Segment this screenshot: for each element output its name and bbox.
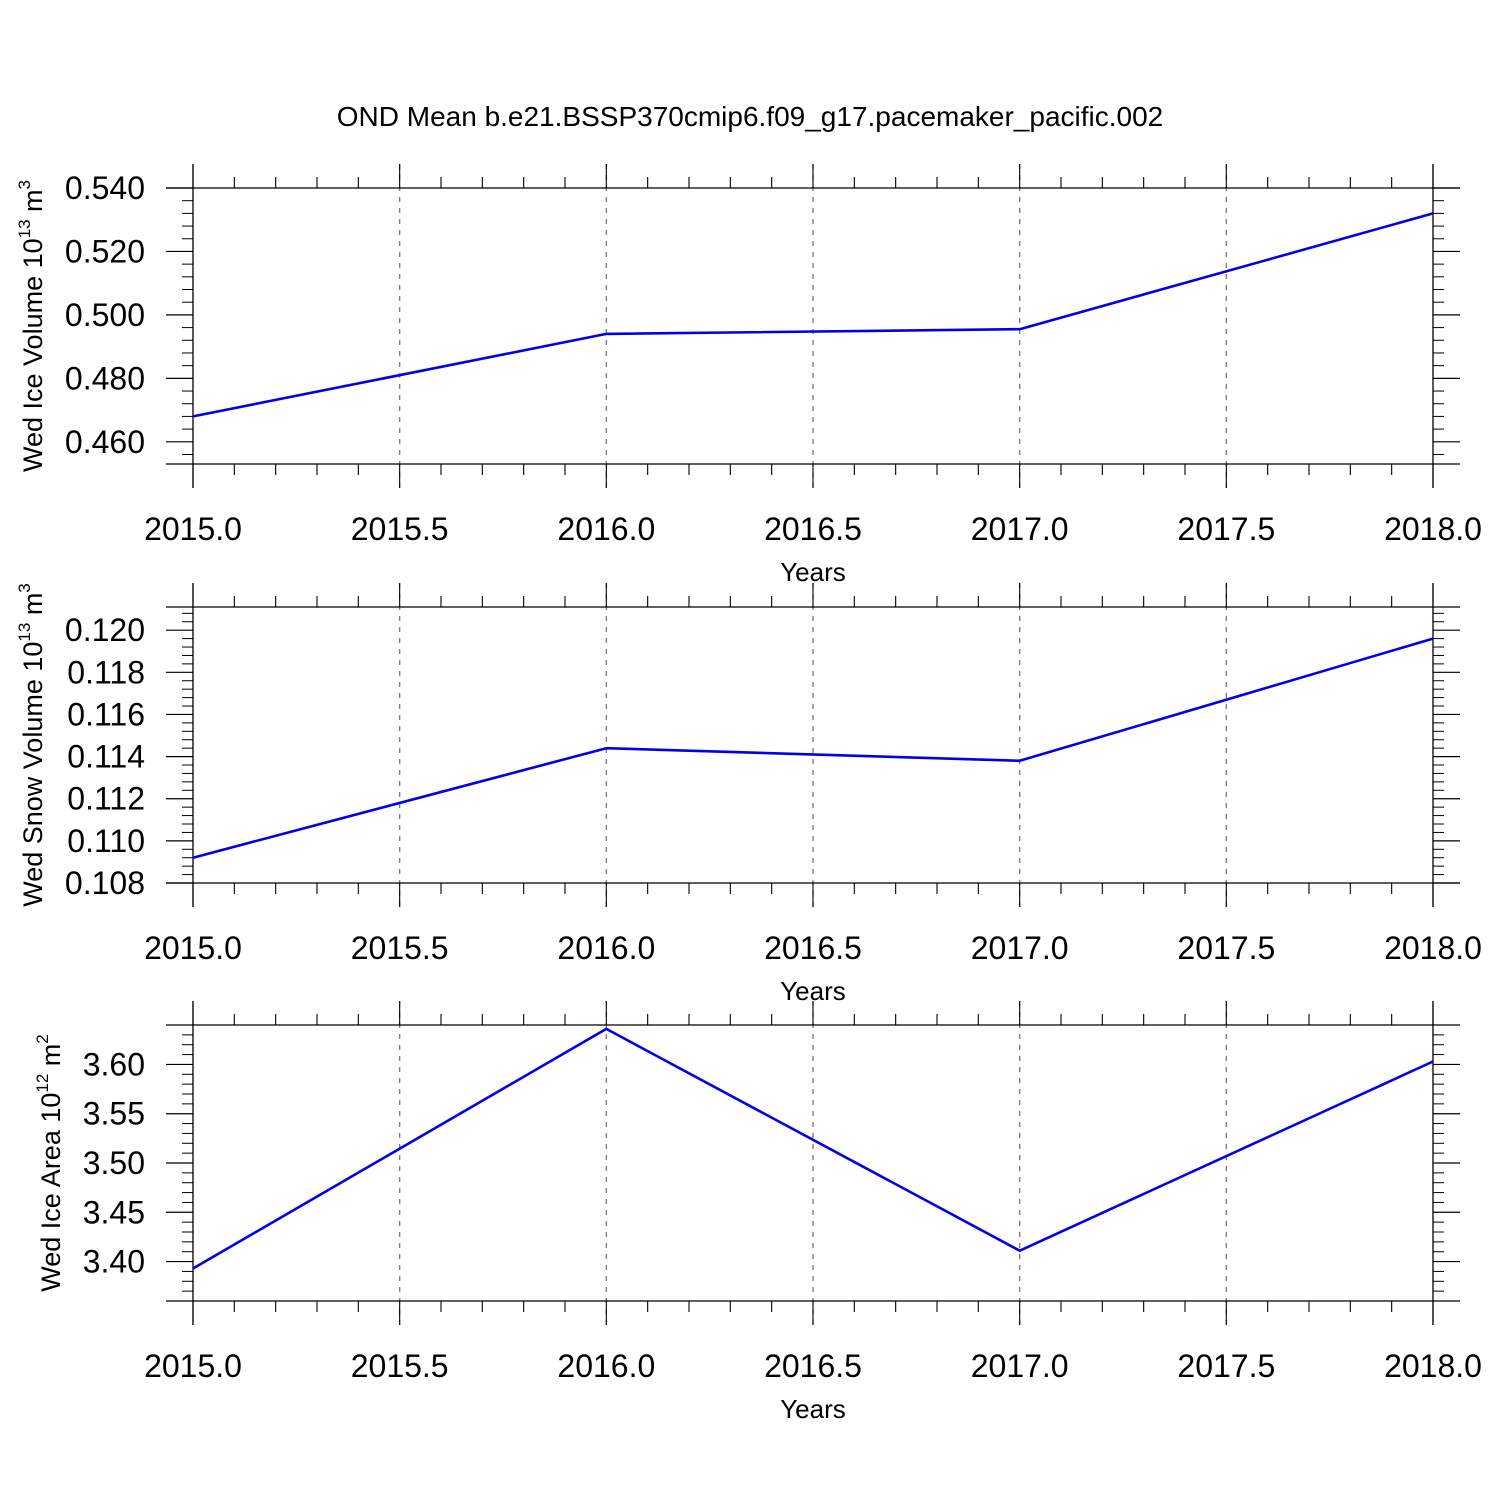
y-tick-label: 0.108 xyxy=(65,865,145,901)
y-axis-title-superscript: 13 xyxy=(15,623,34,642)
y-tick-label: 3.45 xyxy=(83,1194,145,1230)
y-axis-title-superscript: 3 xyxy=(15,180,34,189)
y-axis-title: Wed Ice Volume 1013 m3 xyxy=(15,180,48,472)
x-tick-label: 2017.5 xyxy=(1177,511,1275,547)
x-axis-title: Years xyxy=(780,557,846,587)
panel-1: 0.460 0.480 0.500 0.520 0.540 2015.0 2015.5 201… xyxy=(15,164,1482,587)
x-tick-label: 2018.0 xyxy=(1384,930,1482,966)
x-tick-label: 2017.0 xyxy=(971,930,1069,966)
x-tick-label: 2017.5 xyxy=(1177,1348,1275,1384)
x-tick-label: 2015.5 xyxy=(351,1348,449,1384)
y-tick-label: 0.114 xyxy=(67,739,145,775)
x-tick-label: 2017.0 xyxy=(971,511,1069,547)
y-tick-label: 3.60 xyxy=(83,1046,145,1082)
x-tick-label: 2018.0 xyxy=(1384,511,1482,547)
x-tick-label: 2016.0 xyxy=(557,930,655,966)
panels: 0.460 0.480 0.500 0.520 0.540 2015.0 2015.5 201… xyxy=(15,164,1482,1424)
y-tick-label: 0.540 xyxy=(65,170,145,206)
y-tick-label: 0.120 xyxy=(65,612,145,648)
x-tick-label: 2015.0 xyxy=(144,511,242,547)
y-tick-label: 0.460 xyxy=(65,424,145,460)
y-tick-label: 0.500 xyxy=(65,297,145,333)
x-tick-label: 2015.0 xyxy=(144,930,242,966)
x-tick-label: 2017.5 xyxy=(1177,930,1275,966)
y-axis-title-superscript: 12 xyxy=(33,1074,52,1093)
series-line xyxy=(192,212,1434,418)
y-tick-label: 0.520 xyxy=(65,233,145,269)
x-tick-label: 2016.5 xyxy=(764,511,862,547)
x-tick-label: 2015.5 xyxy=(351,930,449,966)
y-tick-label: 3.55 xyxy=(83,1096,145,1132)
y-tick-label: 0.112 xyxy=(67,781,145,817)
y-tick-label: 0.480 xyxy=(65,360,145,396)
x-tick-label: 2016.5 xyxy=(764,1348,862,1384)
y-axis-title-part: m xyxy=(18,189,48,219)
y-axis-title-part: m xyxy=(36,1044,66,1074)
x-tick-label: 2015.5 xyxy=(351,511,449,547)
y-axis-title-part: Wed Ice Area 10 xyxy=(36,1093,66,1292)
y-axis-title-superscript: 3 xyxy=(15,583,34,592)
y-axis-title-part: Wed Ice Volume 10 xyxy=(18,238,48,472)
y-axis-title-superscript: 13 xyxy=(15,219,34,238)
series-line xyxy=(192,637,1434,859)
y-axis-title: Wed Snow Volume 1013 m3 xyxy=(15,583,48,907)
x-tick-label: 2016.5 xyxy=(764,930,862,966)
x-tick-label: 2015.0 xyxy=(144,1348,242,1384)
y-tick-label: 3.40 xyxy=(83,1244,145,1280)
x-tick-label: 2016.0 xyxy=(557,1348,655,1384)
y-axis-title: Wed Ice Area 1012 m2 xyxy=(33,1034,66,1292)
panel-3: 3.40 3.45 3.50 3.55 3.60 2015.0 2015.5 2016.0 20… xyxy=(33,1001,1482,1424)
y-tick-label: 3.50 xyxy=(83,1145,145,1181)
x-tick-label: 2017.0 xyxy=(971,1348,1069,1384)
y-axis-title-superscript: 2 xyxy=(33,1034,52,1043)
series-line xyxy=(192,1027,1434,1270)
y-axis-title-part: Wed Snow Volume 10 xyxy=(18,642,48,907)
y-tick-label: 0.110 xyxy=(67,823,145,859)
y-axis-title-part: m xyxy=(18,593,48,623)
y-tick-label: 0.116 xyxy=(67,696,145,732)
panel-2: 0.108 0.110 0.112 0.114 0.116 0.118 0.120 2015.… xyxy=(15,583,1482,1006)
x-tick-label: 2016.0 xyxy=(557,511,655,547)
y-tick-label: 0.118 xyxy=(67,654,145,690)
x-axis-title: Years xyxy=(780,1394,846,1424)
figure-title: OND Mean b.e21.BSSP370cmip6.f09_g17.pace… xyxy=(337,101,1164,132)
x-tick-label: 2018.0 xyxy=(1384,1348,1482,1384)
